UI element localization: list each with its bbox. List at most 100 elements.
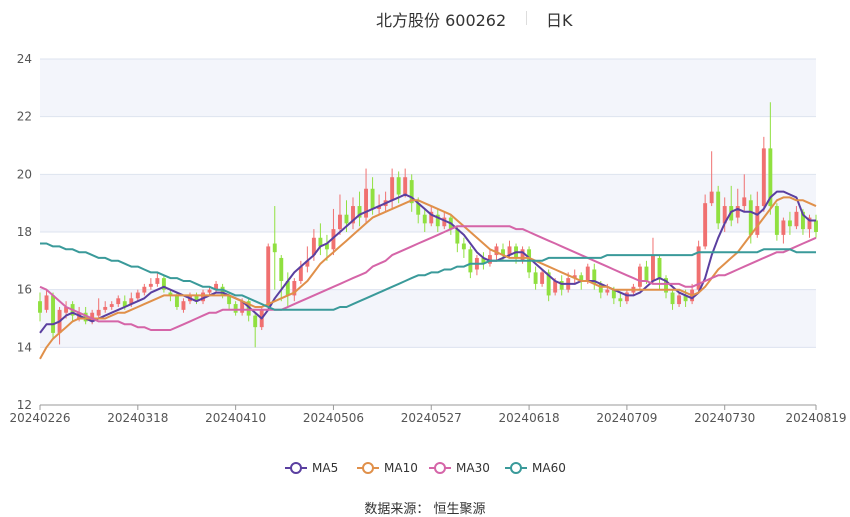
legend-swatch-ma5 bbox=[285, 461, 307, 475]
legend-swatch-ma10 bbox=[357, 461, 379, 475]
candle-body bbox=[214, 283, 219, 290]
plot-band bbox=[40, 174, 816, 232]
candle-body bbox=[703, 203, 708, 247]
candle-body bbox=[761, 148, 766, 207]
line-ma30 bbox=[39, 225, 817, 331]
candle-body bbox=[722, 206, 727, 224]
candle-body bbox=[109, 304, 114, 307]
x-tick-label: 20240527 bbox=[401, 411, 462, 425]
candle-body bbox=[279, 257, 284, 282]
candle-body bbox=[272, 243, 277, 253]
candle-body bbox=[435, 214, 440, 227]
candle-body bbox=[579, 275, 584, 282]
candle-body bbox=[403, 177, 408, 195]
candle-body bbox=[501, 249, 505, 256]
candle-body bbox=[64, 306, 69, 313]
candle-body bbox=[598, 283, 603, 293]
candle-body bbox=[546, 272, 551, 296]
legend-label-ma30: MA30 bbox=[456, 461, 490, 475]
candle-body bbox=[559, 281, 564, 290]
candle-body bbox=[683, 295, 688, 302]
candle-body bbox=[696, 246, 701, 290]
candle-body bbox=[787, 220, 792, 227]
candle-body bbox=[487, 255, 492, 264]
legend-item-ma5[interactable]: MA5 bbox=[285, 458, 338, 478]
x-tick-label: 20240618 bbox=[499, 411, 560, 425]
candle-body bbox=[370, 188, 375, 209]
candle-body bbox=[605, 289, 610, 293]
candle-body bbox=[292, 281, 297, 296]
candle-body bbox=[240, 301, 245, 313]
candle-body bbox=[585, 266, 590, 282]
x-tick-label: 20240506 bbox=[303, 411, 364, 425]
candle-body bbox=[44, 295, 49, 310]
candle-body bbox=[807, 217, 812, 230]
legend-label-ma60: MA60 bbox=[532, 461, 566, 475]
candle-body bbox=[227, 295, 232, 305]
x-tick-label: 20240226 bbox=[9, 411, 70, 425]
x-tick-label: 20240410 bbox=[205, 411, 266, 425]
chart-title: 北方股份 600262 bbox=[376, 11, 507, 30]
legend-label-ma5: MA5 bbox=[312, 461, 339, 475]
candle-body bbox=[344, 214, 349, 224]
legend-item-ma10[interactable]: MA10 bbox=[357, 458, 418, 478]
candle-body bbox=[481, 257, 486, 264]
candle-body bbox=[51, 295, 55, 333]
period-label: 日K bbox=[546, 11, 573, 30]
header-divider bbox=[526, 11, 527, 25]
candle-body bbox=[637, 266, 642, 287]
data-source-note: 数据来源： 恒生聚源 bbox=[364, 502, 486, 517]
y-tick-label: 20 bbox=[17, 167, 32, 181]
candle-body bbox=[670, 292, 675, 305]
candle-body bbox=[442, 217, 447, 227]
candle-body bbox=[507, 246, 512, 256]
legend-item-ma60[interactable]: MA60 bbox=[505, 458, 566, 478]
candle-body bbox=[331, 229, 336, 250]
candle-body bbox=[540, 272, 545, 284]
legend-item-ma30[interactable]: MA30 bbox=[429, 458, 490, 478]
candle-body bbox=[116, 298, 121, 305]
candle-body bbox=[96, 309, 101, 316]
legend-swatch-ma60 bbox=[505, 461, 527, 475]
candle-body bbox=[677, 295, 682, 305]
candle-body bbox=[468, 249, 473, 273]
candle-body bbox=[664, 278, 668, 293]
candle-body bbox=[161, 278, 166, 290]
candle-body bbox=[377, 206, 382, 209]
candle-body bbox=[207, 289, 212, 293]
legend-label-ma10: MA10 bbox=[384, 461, 418, 475]
candle-body bbox=[396, 177, 401, 195]
candle-body bbox=[253, 315, 258, 328]
y-tick-label: 24 bbox=[17, 52, 32, 66]
x-tick-label: 20240318 bbox=[107, 411, 168, 425]
candle-body bbox=[305, 260, 310, 267]
candle-body bbox=[83, 312, 88, 322]
candle-body bbox=[174, 295, 179, 307]
candle-body bbox=[220, 286, 225, 296]
candle-body bbox=[651, 255, 655, 282]
candle-body bbox=[357, 206, 362, 218]
candle-body bbox=[533, 272, 538, 284]
candle-body bbox=[801, 211, 805, 230]
candle-body bbox=[135, 292, 140, 299]
candle-body bbox=[298, 266, 303, 282]
candle-body bbox=[148, 283, 153, 287]
candle-body bbox=[409, 180, 414, 204]
candle-body bbox=[742, 197, 747, 207]
y-tick-label: 14 bbox=[17, 340, 32, 354]
y-tick-label: 18 bbox=[17, 225, 32, 239]
candle-body bbox=[338, 214, 342, 230]
candle-body bbox=[748, 200, 753, 235]
candle-body bbox=[201, 292, 205, 302]
candle-body bbox=[155, 278, 160, 284]
candle-body bbox=[422, 214, 427, 224]
legend-swatch-ma30 bbox=[429, 461, 451, 475]
candle-body bbox=[103, 306, 108, 310]
candle-body bbox=[168, 292, 173, 296]
candle-body bbox=[814, 220, 818, 232]
candle-body bbox=[416, 203, 421, 215]
candle-body bbox=[553, 281, 558, 293]
legend: MA5 MA10 MA30 MA60 bbox=[0, 458, 850, 478]
candle-body bbox=[455, 229, 460, 244]
candle-body bbox=[618, 298, 623, 302]
